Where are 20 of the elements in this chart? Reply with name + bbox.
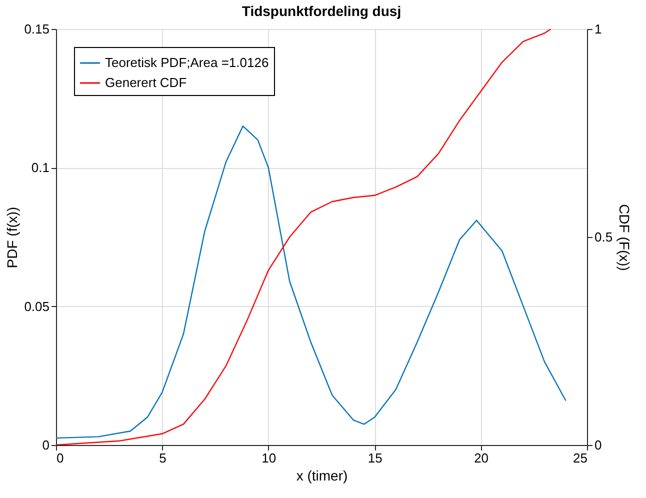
legend-label: Teoretisk PDF;Area =1.0126	[105, 55, 269, 70]
y-axis-title: PDF (f(x))	[4, 206, 20, 268]
y-tick-label: 0	[42, 438, 50, 452]
x-axis-title: x (timer)	[296, 468, 348, 484]
y2-tick-label: 1	[594, 22, 602, 36]
y2-axis-title: CDF (F(x))	[616, 204, 633, 271]
y2-tick-label: 0	[594, 438, 602, 452]
x-tick-label: 5	[159, 450, 166, 466]
y2-tick-label: 0.5	[594, 230, 613, 244]
y-tick-label: 0.15	[24, 22, 50, 36]
y-tick-label: 0.05	[24, 298, 50, 314]
x-tick-label: 20	[474, 450, 489, 466]
x-tick-label: 0	[56, 450, 64, 466]
x-tick-label: 15	[368, 450, 382, 466]
chart-title: Tidspunktfordeling dusj	[242, 3, 402, 19]
x-tick-label: 10	[262, 450, 276, 466]
x-tick-label: 25	[573, 450, 588, 466]
y-tick-label: 0.1	[31, 160, 50, 176]
legend-label: Generert CDF	[105, 75, 187, 90]
line-series	[56, 125, 566, 439]
